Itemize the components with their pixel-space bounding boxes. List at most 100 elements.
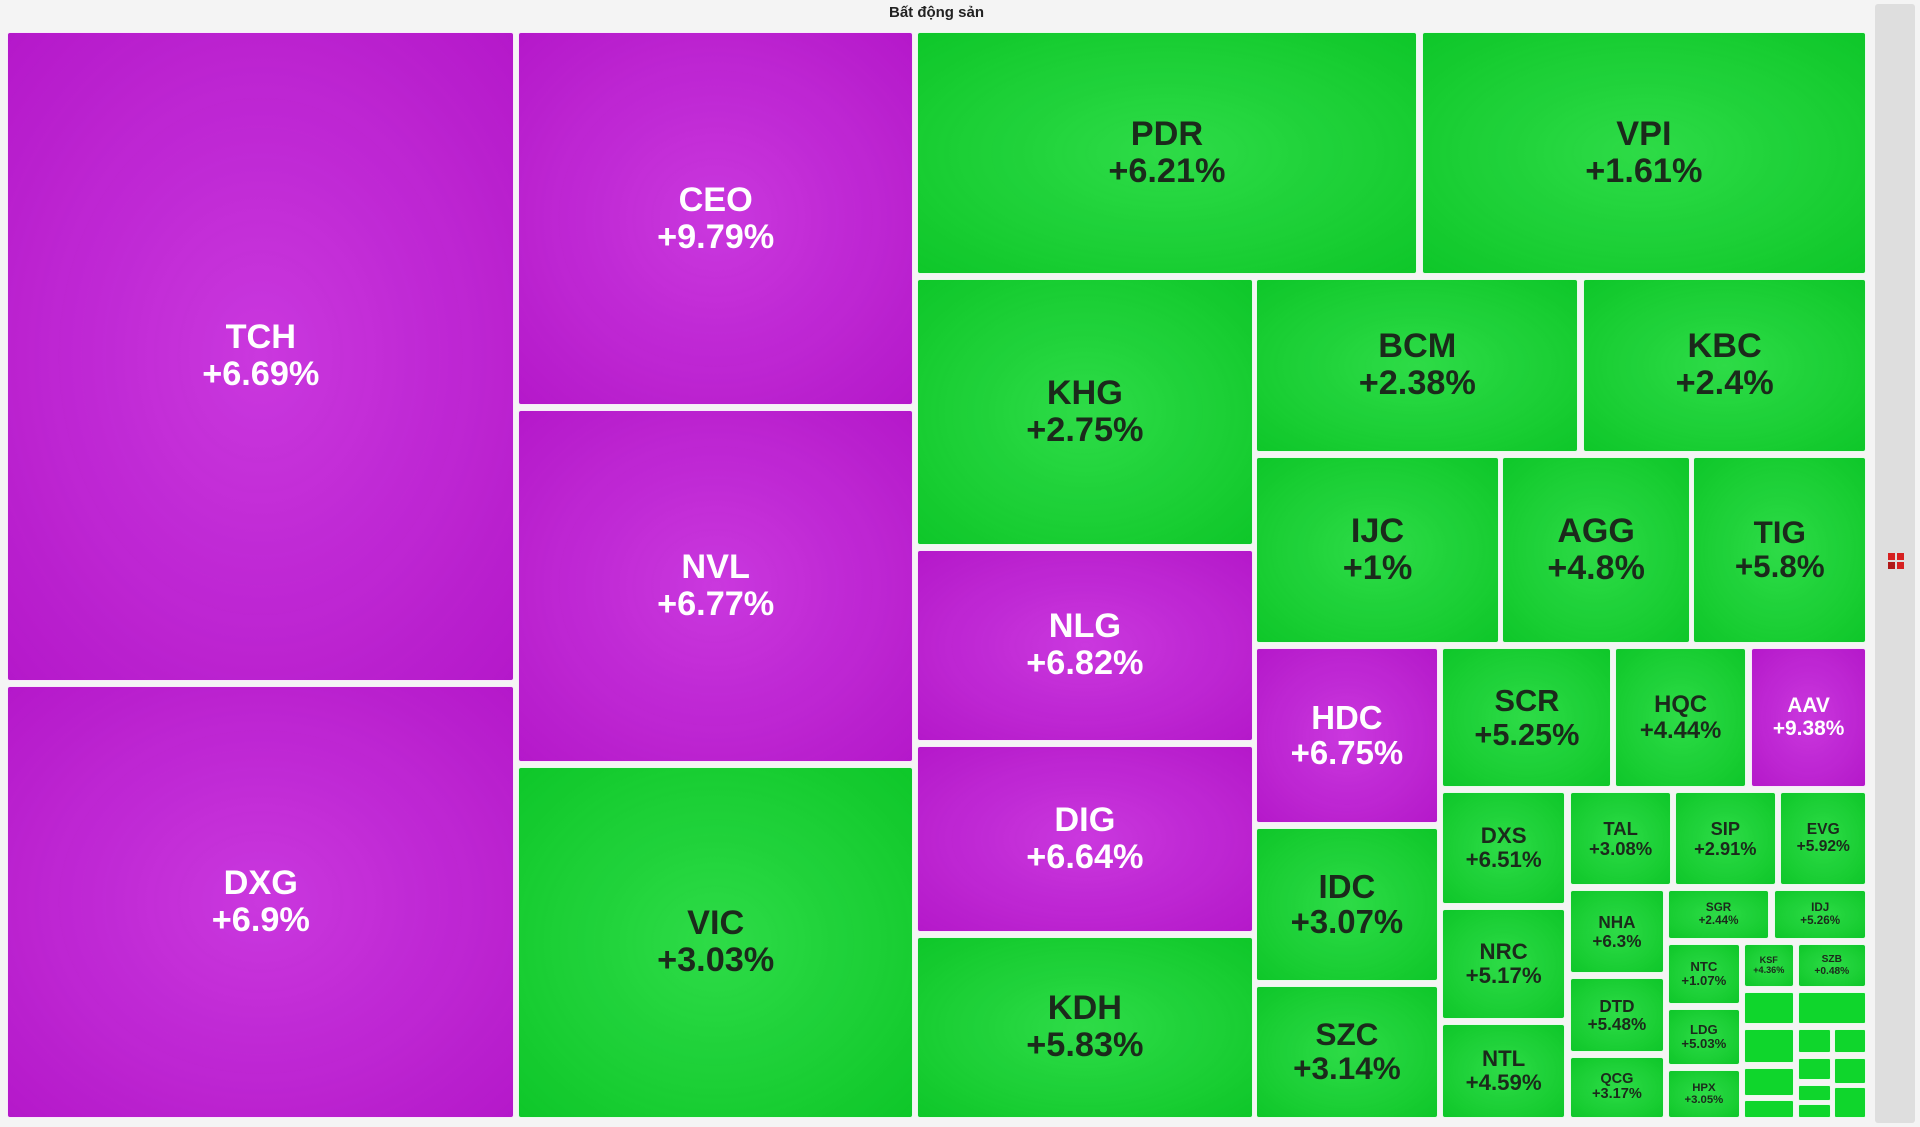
change: +3.08% (1589, 837, 1653, 859)
tile[interactable]: NHA +6.3% (1569, 890, 1665, 974)
ticker: BCM (1378, 327, 1457, 366)
tile[interactable]: DXG +6.9% (7, 685, 515, 1118)
tile[interactable]: AGG +4.8% (1502, 456, 1690, 643)
change: +6.69% (202, 355, 320, 394)
tile[interactable]: KSF +4.36% (1743, 944, 1794, 987)
tile[interactable]: HQC +4.44% (1615, 647, 1747, 788)
small-tile (1797, 991, 1867, 1024)
small-tile (1743, 991, 1794, 1024)
change: +2.44% (1698, 913, 1739, 927)
tile[interactable]: EVG +5.92% (1780, 792, 1867, 886)
tile[interactable]: SZC +3.14% (1256, 985, 1438, 1118)
ticker: AGG (1557, 512, 1635, 550)
change: +6.77% (657, 584, 775, 623)
tile[interactable]: NTC +1.07% (1667, 944, 1740, 1005)
tile[interactable]: CEO +9.79% (517, 31, 914, 406)
ticker: DTD (1599, 995, 1635, 1016)
ticker: NTC (1690, 958, 1718, 974)
tile[interactable]: KDH +5.83% (917, 936, 1253, 1118)
change: +5.48% (1587, 1014, 1647, 1035)
change: +9.38% (1772, 716, 1845, 740)
ticker: VIC (687, 904, 745, 943)
change: +6.64% (1026, 837, 1144, 876)
change: +3.03% (657, 941, 775, 980)
ticker: TCH (225, 318, 297, 357)
tile[interactable]: QCG +3.17% (1569, 1056, 1665, 1118)
change: +2.4% (1675, 364, 1774, 403)
change: +5.8% (1734, 548, 1825, 584)
change: +6.75% (1290, 734, 1404, 772)
ticker: KSF (1759, 954, 1778, 965)
tile[interactable]: NLG +6.82% (917, 549, 1253, 741)
tile[interactable]: SZB +0.48% (1797, 944, 1867, 987)
tile[interactable]: SIP +2.91% (1675, 792, 1776, 886)
ticker: DXS (1480, 822, 1527, 848)
change: +4.44% (1639, 716, 1722, 744)
tile[interactable]: AAV +9.38% (1751, 647, 1867, 788)
ticker: SZC (1315, 1016, 1379, 1052)
tile[interactable]: VIC +3.03% (517, 766, 914, 1118)
tile[interactable]: NTL +4.59% (1442, 1023, 1565, 1118)
tile[interactable]: DTD +5.48% (1569, 978, 1665, 1052)
change: +5.17% (1465, 962, 1542, 988)
change: +2.38% (1358, 364, 1476, 403)
change: +5.03% (1681, 1036, 1727, 1052)
ticker: TIG (1753, 514, 1806, 550)
change: +9.79% (657, 217, 775, 256)
ticker: DIG (1054, 800, 1116, 839)
ticker: KHG (1046, 374, 1123, 412)
tile[interactable]: NRC +5.17% (1442, 908, 1565, 1019)
tile[interactable]: PDR +6.21% (917, 31, 1417, 275)
change: +3.17% (1592, 1086, 1642, 1103)
tile[interactable]: NVL +6.77% (517, 410, 914, 762)
ticker: NLG (1048, 607, 1122, 646)
ticker: NHA (1598, 912, 1636, 933)
ticker: TAL (1603, 817, 1638, 839)
tile[interactable]: SCR +5.25% (1442, 647, 1612, 788)
change: +2.91% (1694, 837, 1757, 859)
ticker: EVG (1806, 820, 1840, 838)
tile[interactable]: TCH +6.69% (7, 31, 515, 681)
title: Bất động sản (888, 4, 984, 21)
ticker: IDJ (1811, 901, 1830, 915)
change: +5.25% (1474, 716, 1580, 752)
change: +2.75% (1026, 411, 1144, 450)
tile[interactable]: DXS +6.51% (1442, 792, 1565, 904)
tile[interactable]: SGR +2.44% (1667, 890, 1770, 940)
change: +5.83% (1026, 1026, 1144, 1065)
change: +6.82% (1026, 644, 1144, 683)
ticker: QCG (1600, 1070, 1634, 1087)
tile[interactable]: DIG +6.64% (917, 745, 1253, 932)
change: +6.21% (1108, 152, 1226, 191)
small-tile (1797, 1028, 1831, 1054)
change: +6.9% (211, 900, 310, 939)
tile[interactable]: BCM +2.38% (1256, 279, 1579, 452)
ticker: SGR (1705, 901, 1732, 915)
tile[interactable]: TIG +5.8% (1693, 456, 1867, 643)
ticker: SIP (1710, 818, 1740, 840)
change: +5.92% (1796, 837, 1850, 855)
tile[interactable]: IDC +3.07% (1256, 827, 1438, 981)
tile[interactable]: TAL +3.08% (1569, 792, 1672, 886)
ticker: NVL (681, 547, 750, 586)
tile[interactable]: HPX +3.05% (1667, 1070, 1740, 1118)
tile[interactable]: HDC +6.75% (1256, 647, 1438, 823)
tile[interactable]: LDG +5.03% (1667, 1008, 1740, 1066)
tile[interactable]: KHG +2.75% (917, 279, 1253, 545)
small-tile (1797, 1084, 1831, 1101)
logo (1888, 553, 1904, 569)
ticker: HPX (1692, 1081, 1716, 1094)
treemap: TCH +6.69% DXG +6.9% CEO +9.79% NVL +6.77% VIC +3… (7, 31, 1867, 1118)
ticker: SZB (1821, 954, 1843, 966)
change: +4.8% (1547, 548, 1645, 587)
tile[interactable]: IJC +1% (1256, 456, 1499, 643)
small-tile (1743, 1067, 1794, 1096)
tile[interactable]: IDJ +5.26% (1774, 890, 1867, 940)
change: +1% (1342, 548, 1413, 587)
tile[interactable]: KBC +2.4% (1583, 279, 1867, 452)
tile[interactable]: VPI +1.61% (1421, 31, 1867, 275)
ticker: DXG (223, 863, 298, 902)
ticker: CEO (678, 180, 753, 219)
ticker: HDC (1311, 698, 1383, 736)
